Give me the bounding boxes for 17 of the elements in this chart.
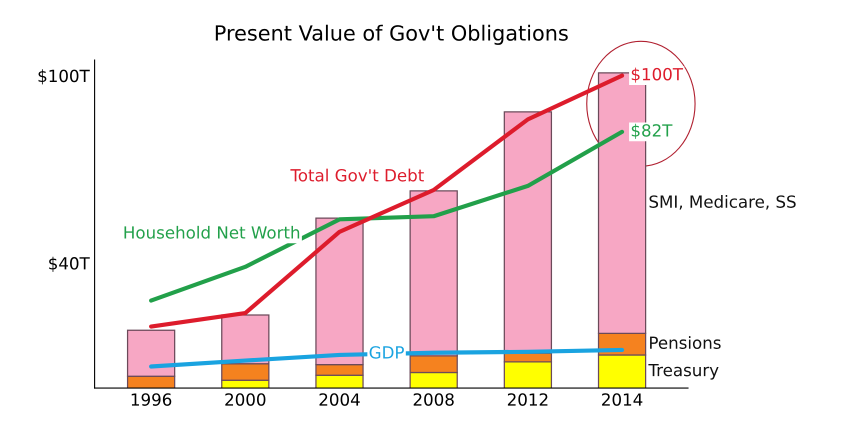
series-label: Treasury	[648, 364, 719, 380]
line-series	[149, 348, 624, 369]
x-tick-label: 2000	[225, 393, 266, 406]
y-tick-label: $40T	[49, 256, 90, 272]
x-tick-label: 2014	[602, 393, 642, 406]
x-tick-label: 2012	[508, 393, 548, 406]
x-tick-label: 2008	[414, 393, 454, 406]
series-label: Pensions	[650, 336, 721, 350]
x-tick-label: 1996	[132, 393, 172, 406]
series-label: GDP	[370, 346, 404, 359]
annotation: $82T	[632, 124, 672, 139]
series-label: Total Gov't Debt	[290, 168, 424, 182]
x-tick-label: 2004	[320, 393, 360, 406]
annotation: $100T	[632, 68, 684, 83]
series-label: Household Net Worth	[124, 226, 300, 239]
series-label: SMI, Medicare, SS	[650, 195, 796, 210]
chart-title: Present Value of Gov't Obligations	[216, 24, 568, 45]
